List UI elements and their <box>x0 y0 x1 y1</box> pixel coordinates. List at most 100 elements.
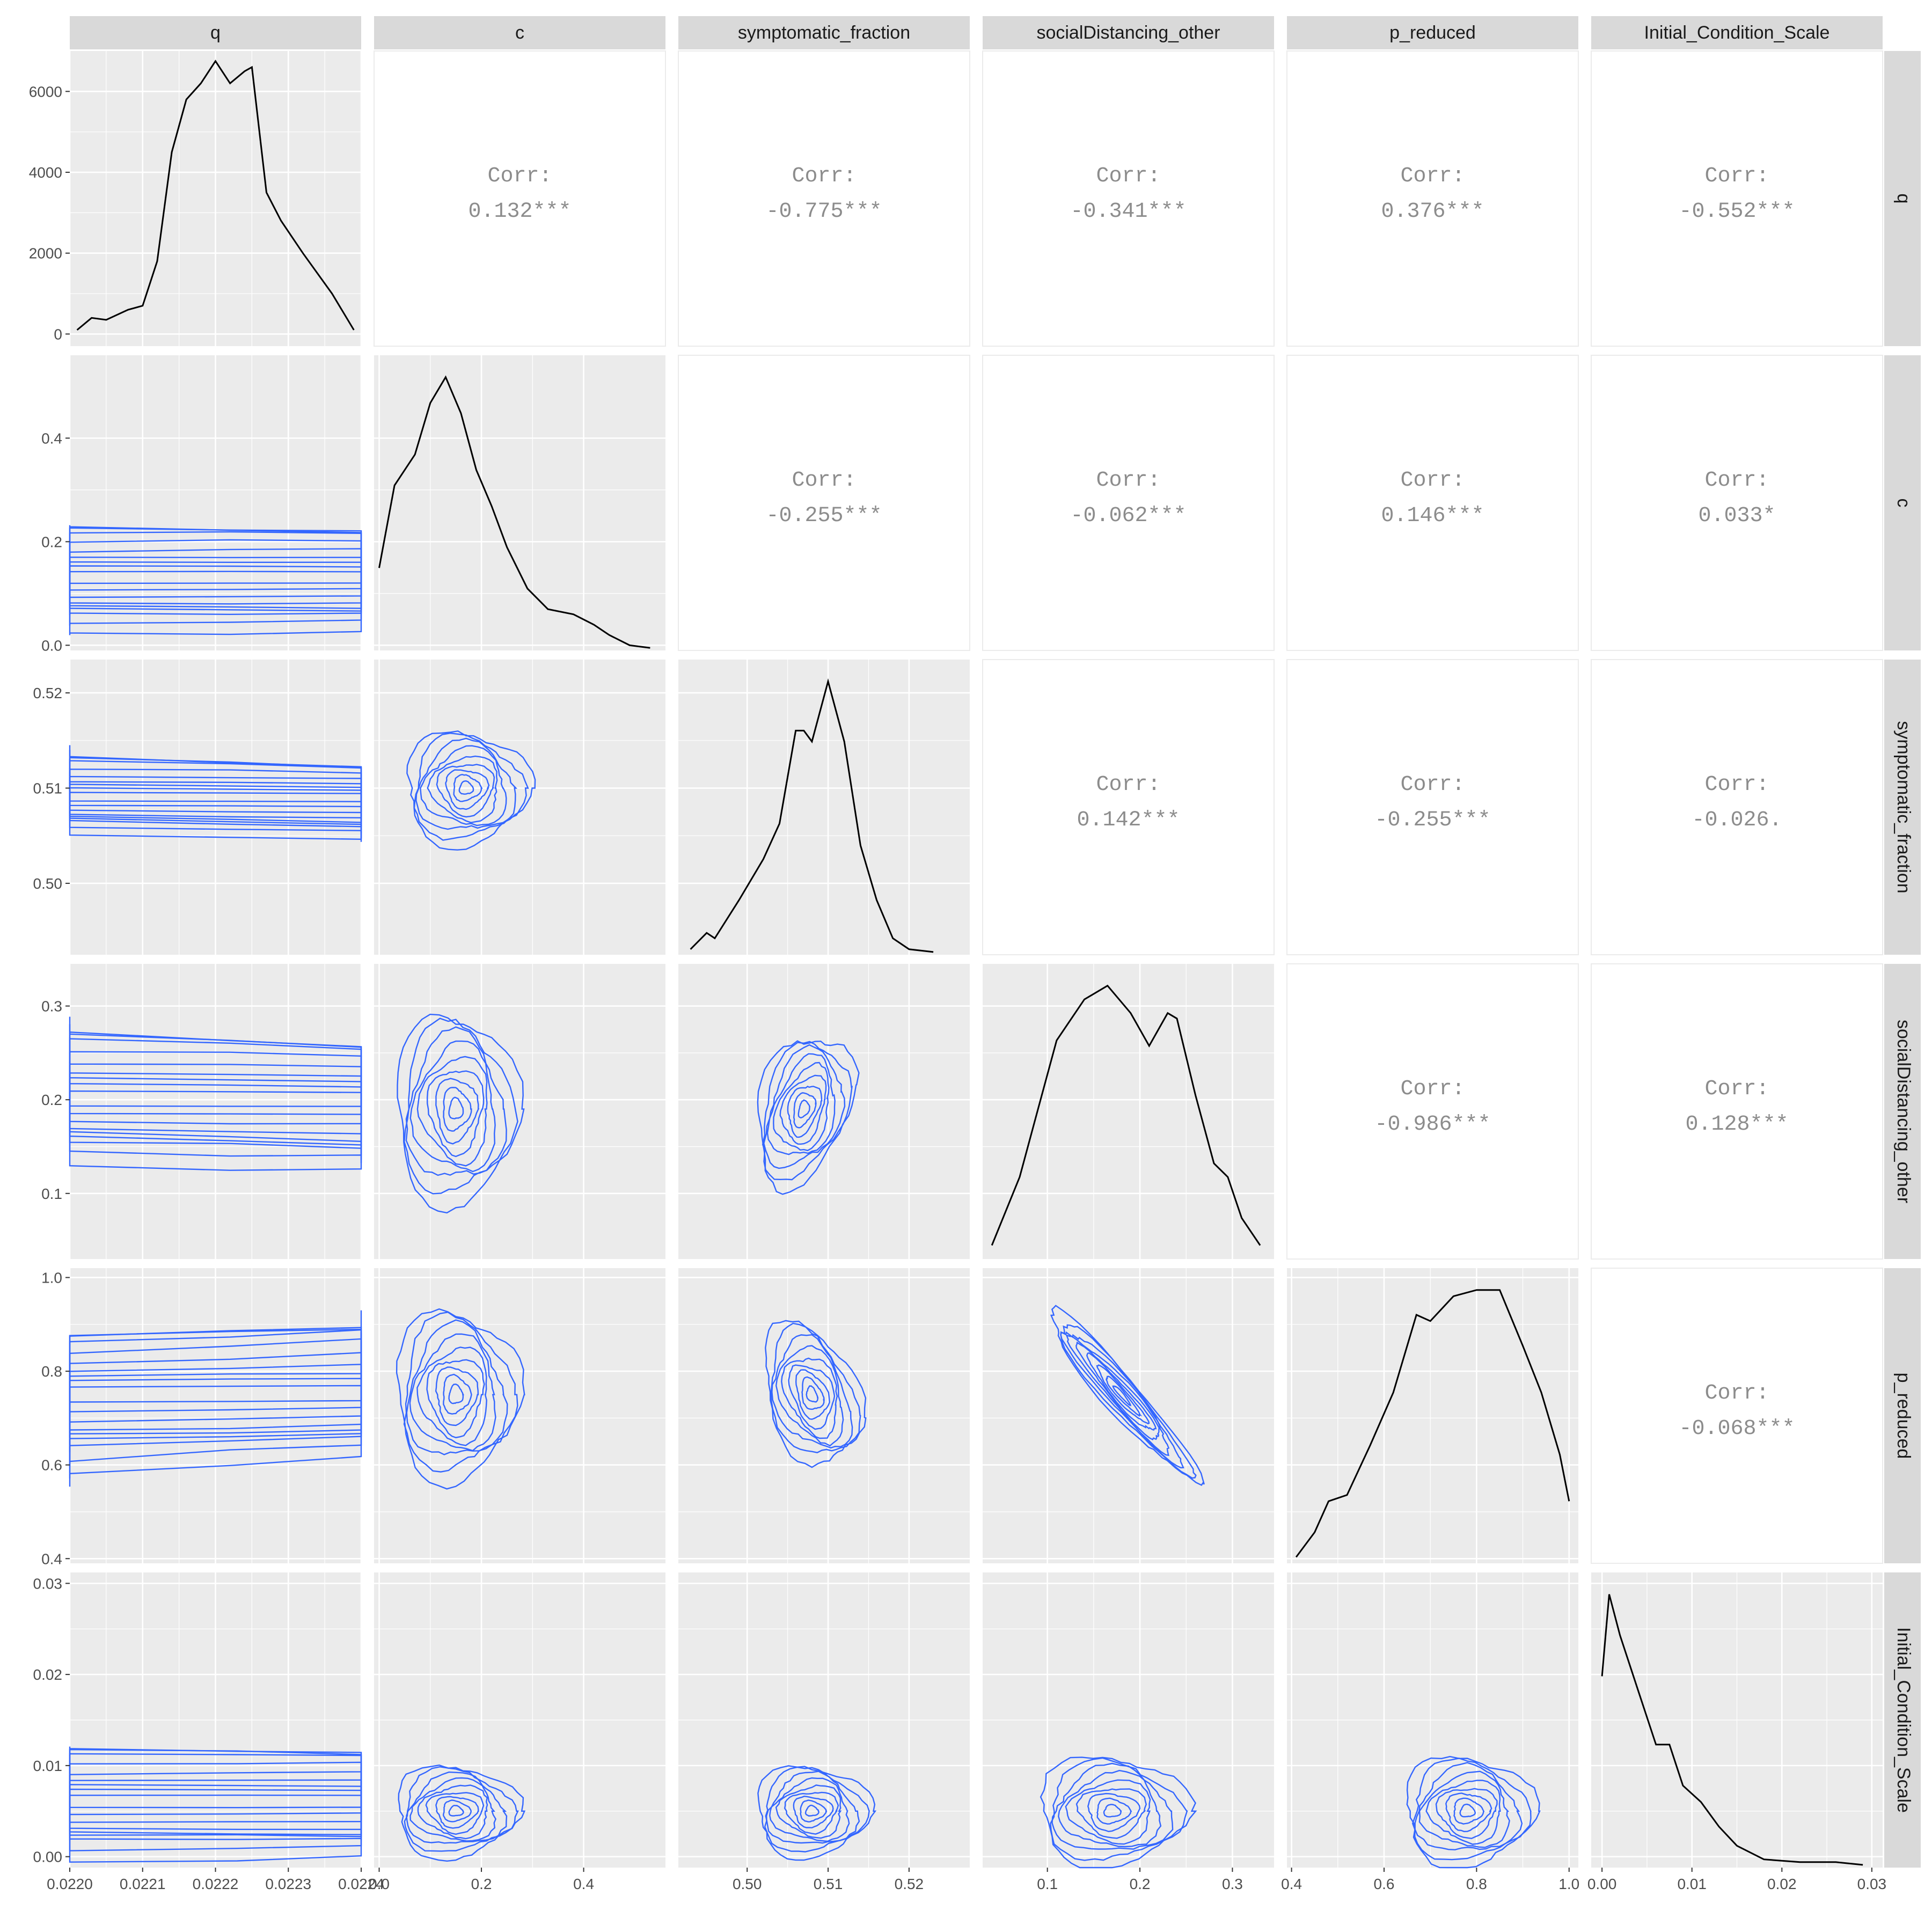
contour-line <box>448 1383 464 1404</box>
contour-line <box>793 1092 817 1129</box>
corr-label: Corr: <box>792 469 856 493</box>
corr-label: Corr: <box>1096 164 1160 188</box>
corr-label: Corr: <box>792 164 856 188</box>
corr-value: 0.146*** <box>1381 504 1484 528</box>
contour-line <box>769 1777 850 1842</box>
contour-line <box>795 1369 830 1420</box>
corr-value: 0.142*** <box>1077 808 1180 832</box>
x-tick-label: 0.03 <box>1857 1876 1887 1892</box>
contour-line <box>788 1364 836 1430</box>
strip-top-label: Initial_Condition_Scale <box>1644 23 1830 43</box>
y-tick-label: 0.6 <box>41 1457 62 1474</box>
corr-value: -0.986*** <box>1374 1113 1490 1137</box>
contour-line <box>1060 1331 1184 1469</box>
panel-p-reduced-q <box>69 1268 362 1563</box>
x-tick-label: 0.4 <box>573 1876 594 1892</box>
strip-right-label: Initial_Condition_Scale <box>1893 1627 1914 1813</box>
contour-line <box>797 1099 811 1119</box>
strip-right-label: c <box>1893 499 1914 508</box>
contour-line <box>425 1792 485 1835</box>
x-tick-label: 0.02 <box>1767 1876 1797 1892</box>
panel-socialdistancing-other-q <box>69 964 362 1259</box>
corr-label: Corr: <box>1704 773 1769 797</box>
x-tick-label: 0.0222 <box>193 1876 239 1892</box>
panel-bg <box>374 964 665 1259</box>
contour-line <box>773 1062 830 1152</box>
contour-line <box>781 1357 838 1439</box>
strip-right-bg <box>1884 1268 1921 1563</box>
panel-p-reduced-initial-condition-scale: Corr: -0.068*** <box>1591 1268 1883 1564</box>
corr-value: -0.775*** <box>766 200 882 224</box>
x-tick-label: 0.0224 <box>338 1876 384 1892</box>
strip-top-label: socialDistancing_other <box>1036 23 1220 43</box>
x-tick-label: 0.00 <box>1587 1876 1617 1892</box>
contour-line <box>435 1078 480 1145</box>
contour-line <box>770 1322 861 1453</box>
corr-label: Corr: <box>1704 164 1769 188</box>
strip-right-socialdistancing-other: socialDistancing_other <box>1884 964 1921 1259</box>
panel-bg <box>678 964 970 1259</box>
panel-initial-condition-scale-c <box>374 1572 665 1868</box>
panel-bg-blank <box>982 659 1275 955</box>
panel-socialdistancing-other-c <box>374 964 665 1259</box>
panel-p-reduced-socialdistancing-other <box>983 1268 1274 1563</box>
x-axis-q: 0.0220 0.0221 0.0222 0.0223 0.0224 <box>47 1868 384 1892</box>
strip-right-bg <box>1884 660 1921 955</box>
x-tick-label: 1.0 <box>1558 1876 1579 1892</box>
contour-line <box>771 1334 853 1449</box>
y-tick-label: 0.2 <box>41 533 62 550</box>
panel-p-reduced-p-reduced <box>1287 1268 1578 1563</box>
contour-line <box>763 1044 846 1169</box>
contour-line <box>435 1796 479 1829</box>
contour-line <box>69 1794 362 1809</box>
contour-line <box>458 780 474 795</box>
panel-bg-blank <box>982 50 1275 347</box>
panel-bg <box>374 1268 665 1563</box>
strip-top-label: p_reduced <box>1389 23 1476 43</box>
contour-line <box>1414 1762 1523 1850</box>
contour-line <box>766 1053 836 1155</box>
y-tick-label: 4000 <box>29 164 62 181</box>
panel-bg-blank <box>1286 659 1579 955</box>
panel-q-p-reduced: Corr: 0.376*** <box>1286 50 1579 347</box>
density-line <box>1295 1289 1570 1558</box>
contour-line <box>1096 1797 1132 1825</box>
panel-bg-blank <box>374 50 666 347</box>
x-tick-label: 0.8 <box>1466 1876 1487 1892</box>
panel-bg-blank <box>1286 355 1579 651</box>
contour-line <box>1103 1804 1122 1818</box>
panel-socialdistancing-other-p-reduced: Corr: -0.986*** <box>1286 963 1579 1260</box>
panel-initial-condition-scale-symptomatic-fraction <box>678 1572 970 1868</box>
panel-bg-blank <box>1591 1268 1883 1564</box>
y-tick-label: 0.2 <box>41 1092 62 1108</box>
contour-line <box>397 1013 525 1214</box>
y-tick-label: 0.4 <box>41 430 62 447</box>
contour-line <box>1406 1755 1541 1869</box>
contour-line <box>69 570 362 584</box>
x-tick-label: 0.0 <box>369 1876 390 1892</box>
contour-line <box>1425 1780 1501 1845</box>
y-tick-label: 6000 <box>29 83 62 100</box>
strip-top-c: c <box>374 16 665 49</box>
strip-right-bg <box>1884 1572 1921 1868</box>
panel-symptomatic-fraction-initial-condition-scale: Corr: -0.026. <box>1591 659 1883 955</box>
panel-c-symptomatic-fraction: Corr: -0.255*** <box>678 355 970 651</box>
y-tick-label: 0.1 <box>41 1185 62 1202</box>
panel-c-c <box>374 355 665 650</box>
x-tick-label: 0.0220 <box>47 1876 93 1892</box>
corr-value: 0.128*** <box>1685 1113 1788 1137</box>
panel-initial-condition-scale-p-reduced <box>1287 1572 1578 1869</box>
contour-line <box>416 1056 488 1167</box>
strip-top-label: c <box>515 23 524 43</box>
x-tick-label: 0.4 <box>1281 1876 1302 1892</box>
contour-line <box>406 1319 508 1455</box>
y-tick-label: 0.3 <box>41 998 62 1015</box>
strip-right-bg <box>1884 51 1921 346</box>
contour-line <box>1105 1375 1143 1417</box>
strip-right-initial-condition-scale: Initial_Condition_Scale <box>1884 1572 1921 1868</box>
x-tick-label: 0.0221 <box>120 1876 166 1892</box>
strip-top-p-reduced: p_reduced <box>1287 16 1578 49</box>
panel-bg-blank <box>1591 963 1883 1260</box>
contour-line <box>1096 1364 1150 1425</box>
